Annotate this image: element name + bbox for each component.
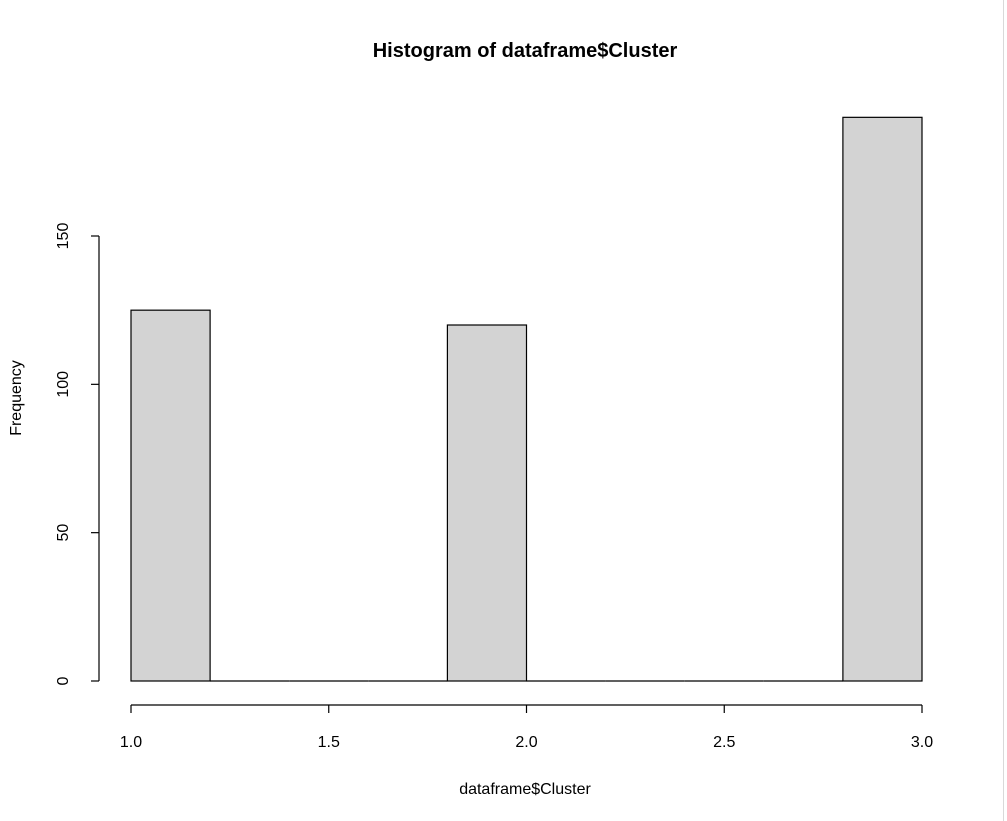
y-axis: 0 50 100 150 — [55, 223, 100, 685]
histogram-bar-1 — [130, 309, 211, 682]
histogram-bar-5 — [446, 324, 528, 682]
x-axis-label: dataframe$Cluster — [459, 781, 591, 798]
panel-edge-divider — [1003, 0, 1004, 821]
chart-title: Histogram of dataframe$Cluster — [373, 40, 678, 62]
y-tick-label-0: 0 — [55, 676, 72, 685]
x-tick-label-2: 2.0 — [515, 734, 537, 751]
x-tick-label-4: 3.0 — [911, 734, 933, 751]
y-tick-label-150: 150 — [55, 223, 72, 250]
y-tick-label-50: 50 — [55, 524, 72, 542]
x-tick-label-3: 2.5 — [713, 734, 735, 751]
y-axis-label: Frequency — [8, 360, 25, 436]
histogram-bars — [130, 116, 923, 682]
x-axis: 1.0 1.5 2.0 2.5 3.0 — [120, 704, 933, 751]
histogram-bar-10 — [842, 116, 923, 682]
x-tick-label-0: 1.0 — [120, 734, 142, 751]
x-tick-label-1: 1.5 — [318, 734, 340, 751]
y-tick-label-100: 100 — [55, 371, 72, 398]
